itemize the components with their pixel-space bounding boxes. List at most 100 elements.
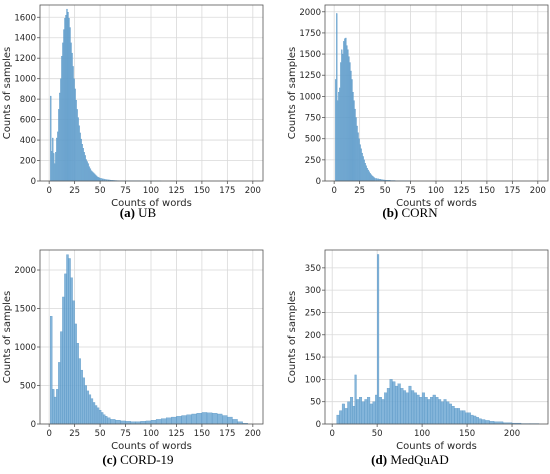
histogram-bar (408, 385, 412, 425)
x-axis-label: Counts of words (111, 441, 192, 452)
histogram-bar (384, 392, 388, 425)
histogram-bar (473, 415, 477, 425)
caption-letter: (a) (119, 205, 135, 220)
y-tick-label: 800 (20, 95, 36, 105)
y-tick-label: 750 (305, 114, 321, 124)
y-tick-label: 150 (305, 353, 321, 363)
y-tick-label: 1200 (14, 54, 36, 64)
y-tick-label: 0 (31, 177, 36, 187)
histogram-bar (394, 385, 398, 425)
y-tick-label: 1250 (299, 71, 321, 81)
x-tick-label: 150 (194, 186, 210, 196)
x-tick-label: 200 (530, 186, 546, 196)
x-tick-label: 25 (69, 429, 80, 439)
histogram-bar (405, 392, 409, 425)
histogram-bar (336, 414, 340, 425)
y-tick-label: 600 (20, 116, 36, 126)
x-tick-label: 175 (504, 186, 520, 196)
histogram-bar (400, 388, 404, 425)
y-tick-label: 100 (305, 375, 321, 385)
x-tick-label: 150 (194, 429, 210, 439)
y-tick-label: 500 (20, 382, 36, 392)
caption-letter: (b) (382, 205, 399, 220)
x-tick-label: 125 (168, 429, 184, 439)
x-tick-label: 50 (380, 186, 391, 196)
y-tick-label: 350 (305, 264, 321, 274)
histogram-bar (478, 418, 482, 425)
y-tick-label: 500 (305, 135, 321, 145)
x-tick-label: 150 (459, 429, 475, 439)
y-tick-label: 300 (305, 286, 321, 296)
y-tick-label: 2000 (14, 266, 36, 276)
x-tick-label: 175 (219, 186, 235, 196)
x-axis-label: Counts of words (111, 198, 192, 209)
histogram-bar (339, 410, 343, 425)
histogram-bar (375, 394, 378, 425)
histogram-bar (443, 399, 447, 425)
histogram-bar (350, 397, 354, 425)
histogram-bar (413, 392, 417, 425)
histogram-bar (372, 401, 376, 425)
x-axis-label: Counts of words (396, 198, 477, 209)
histogram-bar (361, 401, 365, 425)
histogram-bar (454, 408, 458, 425)
x-tick-label: 100 (414, 429, 430, 439)
x-tick-label: 150 (479, 186, 495, 196)
x-tick-label: 100 (143, 186, 159, 196)
histogram-bar (403, 390, 407, 425)
y-axis-label: Counts of samples (2, 47, 13, 139)
caption-text: UB (134, 205, 157, 220)
x-tick-label: 100 (428, 186, 444, 196)
y-tick-label: 50 (310, 398, 321, 408)
x-tick-label: 200 (504, 429, 520, 439)
histogram-bar (389, 379, 393, 425)
histogram-bar (397, 383, 401, 425)
histogram-bar (369, 403, 373, 425)
histogram-bar (440, 401, 444, 425)
y-tick-label: 0 (316, 420, 321, 430)
histogram-bar (344, 408, 348, 425)
x-tick-label: 50 (95, 186, 106, 196)
subfigure-caption: (a) UB (8, 205, 268, 221)
x-tick-label: 200 (245, 186, 261, 196)
histogram-bar (470, 414, 474, 425)
y-tick-label: 1000 (14, 343, 36, 353)
histogram-bar (356, 399, 360, 425)
y-tick-label: 250 (305, 156, 321, 166)
plot-frame (324, 4, 549, 182)
y-tick-label: 1000 (299, 92, 321, 102)
histogram-bar (364, 399, 368, 425)
y-tick-label: 1600 (14, 13, 36, 23)
histogram-bar (381, 399, 385, 425)
y-axis-label: Counts of samples (287, 47, 298, 139)
x-tick-label: 0 (329, 429, 334, 439)
histogram-bar (377, 254, 380, 425)
subfigure-caption: (d) MedQuAD (280, 452, 540, 468)
caption-text: MedQuAD (387, 452, 449, 467)
histogram-bar (421, 392, 425, 425)
x-tick-label: 0 (46, 429, 51, 439)
caption-letter: (c) (102, 452, 117, 467)
x-tick-label: 175 (219, 429, 235, 439)
y-axis-label: Counts of samples (287, 291, 298, 383)
caption-text: CORN (398, 205, 438, 220)
histogram-bar (438, 399, 442, 425)
y-tick-label: 1500 (299, 50, 321, 60)
histogram-bar (341, 403, 345, 425)
y-axis-label: Counts of samples (2, 291, 13, 383)
histogram-bar (462, 410, 466, 425)
plot-frame (39, 249, 264, 425)
histogram-bar (416, 394, 420, 425)
subfigure-caption: (c) CORD-19 (8, 452, 268, 468)
histogram-bar (481, 419, 486, 425)
histogram-bar (467, 412, 471, 425)
x-tick-label: 50 (95, 429, 106, 439)
histogram-bar (347, 401, 351, 425)
caption-text: CORD-19 (116, 452, 174, 467)
x-axis-label: Counts of words (396, 441, 477, 452)
histogram-bar (435, 397, 439, 425)
